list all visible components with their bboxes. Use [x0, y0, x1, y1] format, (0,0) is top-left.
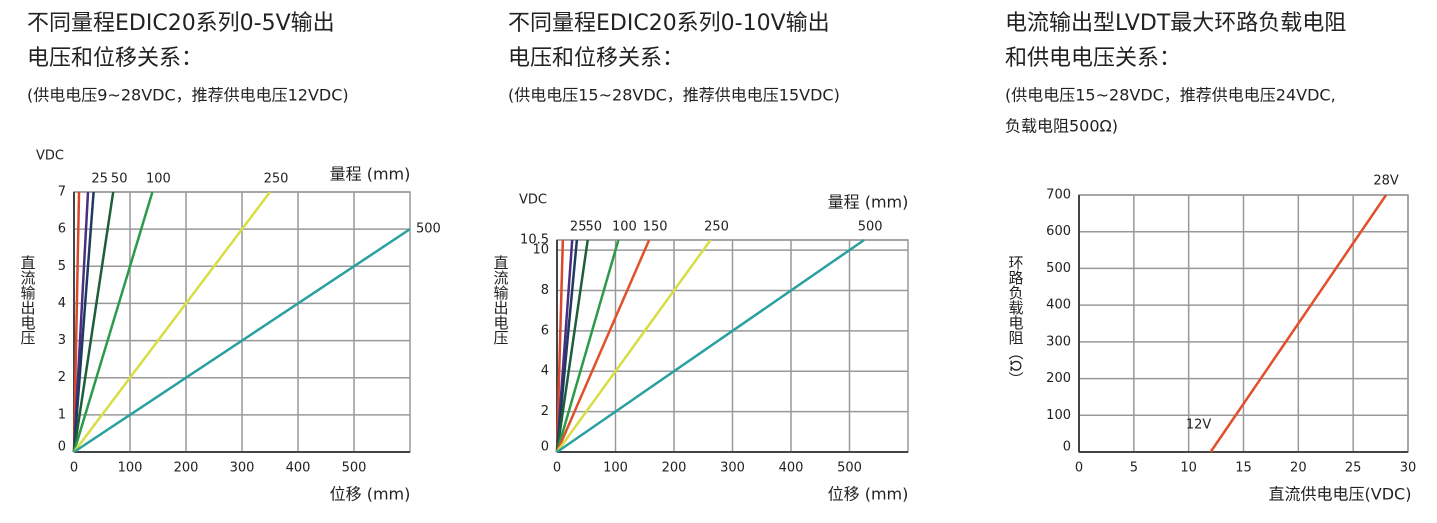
legend-title: 量程 (mm) — [828, 193, 909, 212]
y-axis-label: 环路负载电阻（Ω） — [1007, 255, 1025, 386]
x-tick-label: 300 — [720, 461, 745, 476]
series-line — [73, 191, 271, 453]
y-tick-label: 10 — [532, 243, 549, 258]
x-axis-label: 直流供电电压(VDC) — [1269, 485, 1412, 504]
chart-title: 电流输出型LVDT最大环路负载电阻 — [1005, 11, 1346, 36]
y-tick-label: 8 — [541, 283, 549, 298]
chart-title: 不同量程EDIC20系列0-10V输出 — [508, 11, 830, 36]
y-tick-label: 500 — [1046, 261, 1071, 276]
series-label: 500 — [858, 220, 883, 235]
x-tick-label: 15 — [1235, 461, 1252, 476]
x-tick-label: 25 — [1345, 461, 1362, 476]
x-tick-label: 500 — [837, 461, 862, 476]
series-line — [72, 191, 115, 453]
y-tick-label: 4 — [58, 296, 66, 311]
y-tick-label: 100 — [1046, 408, 1071, 423]
y-tick-label: 700 — [1046, 188, 1071, 203]
series-line — [555, 239, 565, 453]
series-label: 50 — [111, 172, 128, 187]
y-unit: VDC — [519, 193, 547, 208]
y-tick-label: 6 — [541, 323, 549, 338]
series-line — [72, 191, 154, 453]
x-tick-label: 0 — [553, 461, 561, 476]
chart-title: 电压和位移关系： — [508, 46, 684, 71]
series-line — [555, 239, 651, 453]
series-label: 250 — [704, 220, 729, 235]
y-tick-label: 4 — [541, 364, 549, 379]
y-tick-label: 6 — [58, 222, 66, 237]
x-axis-label: 位移 (mm) — [330, 485, 411, 504]
series-label: 150 — [643, 220, 668, 235]
y-tick-label: 7 — [58, 185, 66, 200]
x-tick-label: 400 — [286, 461, 311, 476]
chart-title: 和供电电压关系： — [1005, 46, 1181, 71]
x-tick-label: 200 — [174, 461, 199, 476]
x-tick-label: 100 — [603, 461, 628, 476]
x-tick-label: 500 — [342, 461, 367, 476]
chart-subtitle: (供电电压15~28VDC，推荐供电电压24VDC, — [1005, 86, 1336, 105]
series-line — [1209, 194, 1388, 453]
series-line — [555, 239, 589, 453]
x-tick-label: 400 — [779, 461, 804, 476]
point-label: 12V — [1186, 418, 1212, 433]
y-tick-label: 2 — [541, 404, 549, 419]
x-tick-label: 0 — [1075, 461, 1083, 476]
series-line — [72, 191, 81, 453]
series-line — [72, 191, 95, 453]
y-unit: VDC — [36, 149, 64, 164]
chart-subtitle: (供电电压9~28VDC，推荐供电电压12VDC) — [27, 86, 349, 105]
x-tick-label: 100 — [118, 461, 143, 476]
chart-title: 不同量程EDIC20系列0-5V输出 — [27, 11, 335, 36]
x-tick-label: 10 — [1180, 461, 1197, 476]
y-axis-label: 直流输出电压 — [19, 255, 37, 345]
y-tick-label: 0 — [1063, 440, 1071, 455]
y-tick-label: 3 — [58, 333, 66, 348]
series-line — [555, 239, 712, 453]
x-tick-label: 0 — [70, 461, 78, 476]
legend-title: 量程 (mm) — [330, 165, 411, 184]
series-line — [556, 238, 865, 454]
y-tick-label: 5 — [58, 259, 66, 274]
chart-subtitle: 负载电阻500Ω) — [1005, 117, 1118, 136]
y-tick-label: 0 — [541, 440, 549, 455]
series-label: 500 — [416, 222, 441, 237]
series-label: 25 — [570, 220, 587, 235]
chart-title: 电压和位移关系： — [27, 46, 203, 71]
y-tick-label: 300 — [1046, 334, 1071, 349]
series-label: 50 — [585, 220, 602, 235]
y-tick-label: 2 — [58, 370, 66, 385]
x-tick-label: 5 — [1130, 461, 1138, 476]
chart-subtitle: (供电电压15~28VDC，推荐供电电压15VDC) — [508, 86, 840, 105]
x-tick-label: 300 — [230, 461, 255, 476]
x-tick-label: 200 — [662, 461, 687, 476]
series-line — [555, 239, 620, 453]
x-tick-label: 20 — [1290, 461, 1307, 476]
y-tick-label: 600 — [1046, 224, 1071, 239]
x-axis-label: 位移 (mm) — [828, 485, 909, 504]
y-tick-label: 0 — [58, 440, 66, 455]
series-label: 100 — [146, 172, 171, 187]
y-axis-label: 直流输出电压 — [492, 255, 510, 345]
series-line — [555, 239, 579, 453]
y-tick-label: 10.5 — [520, 233, 549, 248]
y-tick-label: 200 — [1046, 371, 1071, 386]
x-tick-label: 30 — [1400, 461, 1417, 476]
series-label: 25 — [91, 172, 108, 187]
series-label: 100 — [612, 220, 637, 235]
y-tick-label: 1 — [58, 407, 66, 422]
series-label: 250 — [264, 172, 289, 187]
y-tick-label: 400 — [1046, 298, 1071, 313]
series-line — [73, 228, 411, 454]
point-label: 28V — [1373, 174, 1399, 189]
